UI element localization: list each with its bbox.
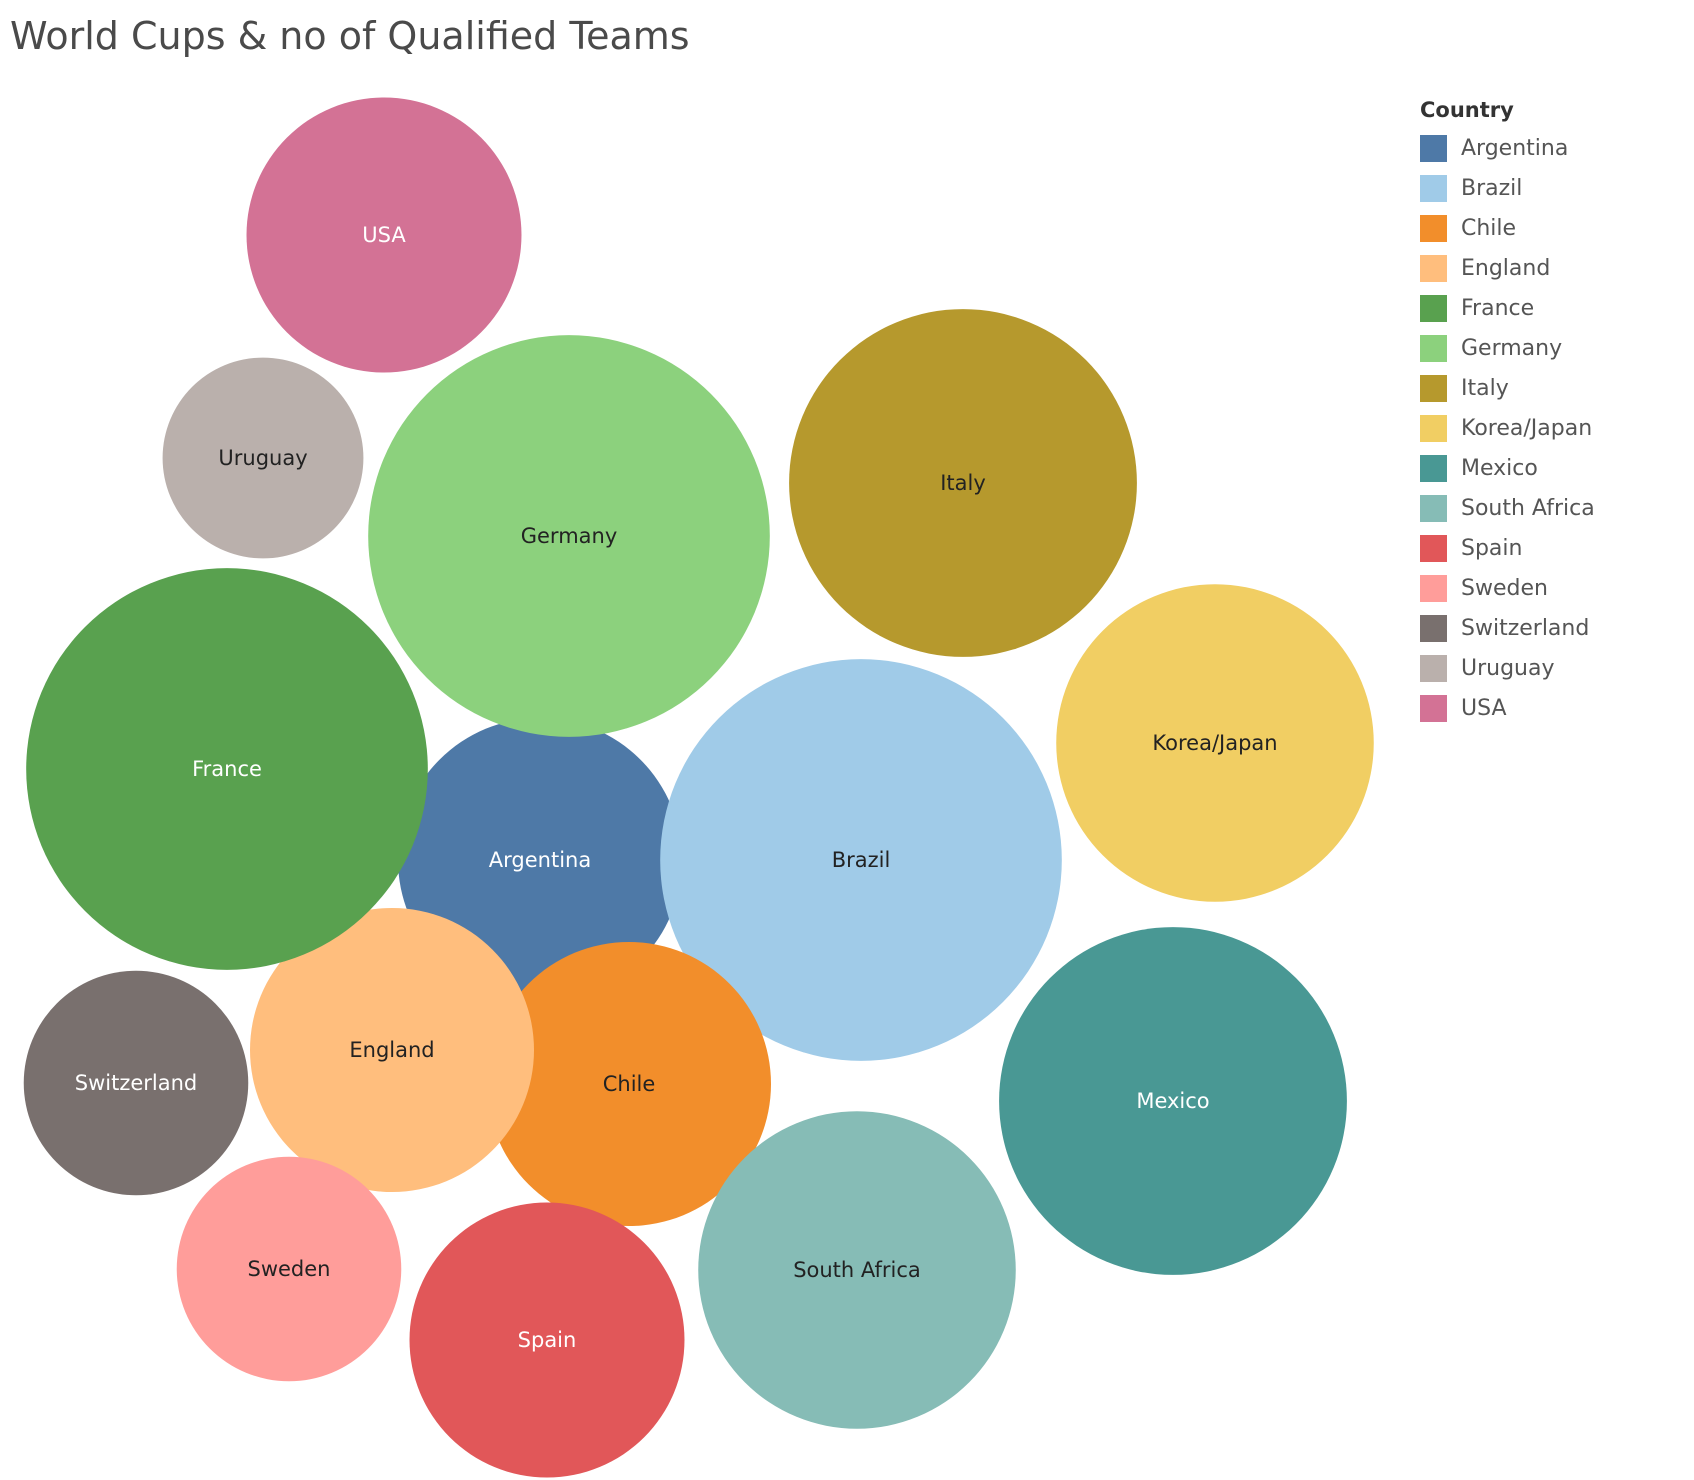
legend-swatch-argentina [1420,134,1447,162]
bubble-italy[interactable] [789,309,1137,657]
legend-item-spain[interactable]: Spain [1420,528,1680,568]
bubble-france[interactable] [26,568,428,970]
bubble-label-usa: USA [362,223,406,247]
chart-title: World Cups & no of Qualified Teams [10,14,690,58]
bubble-label-brazil: Brazil [832,848,891,872]
legend-swatch-france [1420,294,1447,322]
legend-item-mexico[interactable]: Mexico [1420,448,1680,488]
bubble-chile[interactable] [487,942,771,1226]
legend-label-france: France [1461,295,1535,321]
legend-label-italy: Italy [1461,375,1509,401]
legend-item-france[interactable]: France [1420,288,1680,328]
bubble-usa[interactable] [246,97,522,373]
legend-label-england: England [1461,255,1551,281]
legend-swatch-sweden [1420,574,1447,602]
bubble-sweden[interactable] [176,1156,402,1382]
bubble-korea-japan[interactable] [1056,584,1374,902]
bubble-label-italy: Italy [940,471,986,495]
legend-item-brazil[interactable]: Brazil [1420,168,1680,208]
bubble-mexico[interactable] [999,927,1347,1275]
bubble-label-korea-japan: Korea/Japan [1152,731,1277,755]
legend-label-switzerland: Switzerland [1461,615,1590,641]
legend-swatch-chile [1420,214,1447,242]
legend-swatch-switzerland [1420,614,1447,642]
bubble-germany[interactable] [368,335,770,737]
legend-item-korea-japan[interactable]: Korea/Japan [1420,408,1680,448]
legend-label-korea-japan: Korea/Japan [1461,415,1593,441]
bubble-uruguay[interactable] [162,357,364,559]
bubble-label-switzerland: Switzerland [75,1071,198,1095]
legend-label-uruguay: Uruguay [1461,655,1555,681]
legend-swatch-spain [1420,534,1447,562]
legend-title: Country [1420,98,1514,122]
bubble-label-south-africa: South Africa [793,1258,921,1282]
legend-swatch-england [1420,254,1447,282]
bubble-label-chile: Chile [603,1072,656,1096]
legend-label-mexico: Mexico [1461,455,1538,481]
legend-label-argentina: Argentina [1461,135,1569,161]
legend-swatch-brazil [1420,174,1447,202]
legend-item-chile[interactable]: Chile [1420,208,1680,248]
legend-label-south-africa: South Africa [1461,495,1595,521]
legend-label-usa: USA [1461,695,1507,721]
legend-swatch-usa [1420,694,1447,722]
legend-item-italy[interactable]: Italy [1420,368,1680,408]
legend-swatch-germany [1420,334,1447,362]
bubble-label-germany: Germany [521,524,618,548]
legend-item-south-africa[interactable]: South Africa [1420,488,1680,528]
bubble-south-africa[interactable] [698,1111,1016,1429]
bubble-brazil[interactable] [660,659,1062,1061]
bubble-label-sweden: Sweden [248,1257,331,1281]
legend: Country Argentina Brazil Chile England Franc… [1420,98,1680,728]
bubble-label-mexico: Mexico [1136,1089,1209,1113]
legend-item-uruguay[interactable]: Uruguay [1420,648,1680,688]
bubble-switzerland[interactable] [23,970,249,1196]
bubble-label-england: England [349,1038,434,1062]
legend-label-brazil: Brazil [1461,175,1523,201]
bubble-england[interactable] [250,908,534,1192]
legend-item-germany[interactable]: Germany [1420,328,1680,368]
legend-item-argentina[interactable]: Argentina [1420,128,1680,168]
bubble-label-spain: Spain [518,1328,577,1352]
legend-label-germany: Germany [1461,335,1563,361]
legend-label-chile: Chile [1461,215,1517,241]
bubble-label-uruguay: Uruguay [218,446,307,470]
legend-swatch-korea-japan [1420,414,1447,442]
legend-item-sweden[interactable]: Sweden [1420,568,1680,608]
bubble-spain[interactable] [409,1202,685,1478]
legend-item-usa[interactable]: USA [1420,688,1680,728]
legend-swatch-mexico [1420,454,1447,482]
bubble-label-argentina: Argentina [489,848,591,872]
legend-swatch-italy [1420,374,1447,402]
legend-items: Argentina Brazil Chile England France Germany… [1420,128,1680,728]
legend-item-england[interactable]: England [1420,248,1680,288]
legend-swatch-uruguay [1420,654,1447,682]
legend-swatch-south-africa [1420,494,1447,522]
legend-label-spain: Spain [1461,535,1523,561]
legend-label-sweden: Sweden [1461,575,1548,601]
bubble-label-france: France [192,757,262,781]
legend-item-switzerland[interactable]: Switzerland [1420,608,1680,648]
